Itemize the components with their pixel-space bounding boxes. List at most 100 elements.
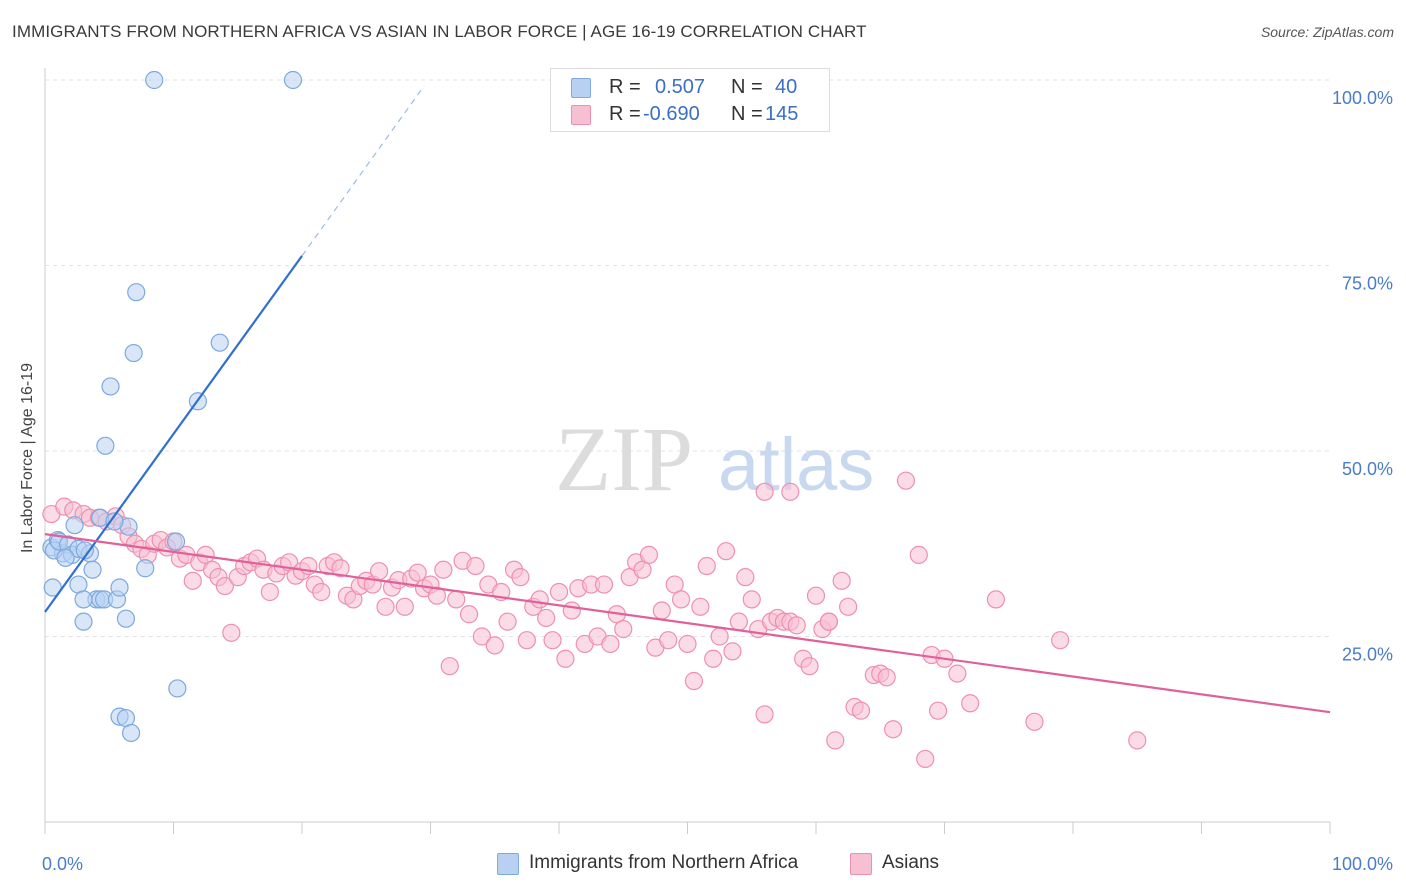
bottom-legend-label: Immigrants from Northern Africa (529, 852, 799, 873)
asian-point (556, 649, 575, 668)
asian-point (511, 568, 530, 587)
asian-point (691, 597, 710, 616)
asian-point (485, 636, 504, 655)
y-tick-label: 100.0% (1332, 88, 1393, 108)
axes (44, 68, 1331, 834)
asian-point (498, 612, 517, 631)
asian-point (826, 731, 845, 750)
asian-point (447, 590, 466, 609)
immigrant-point (43, 578, 62, 597)
immigrant-point (110, 578, 129, 597)
legend-swatch-blue (571, 78, 591, 98)
immigrant-point (56, 548, 75, 567)
legend-r-label: R = (609, 76, 641, 98)
asian-point (562, 601, 581, 620)
asian-point (755, 705, 774, 724)
asian-point (466, 556, 485, 576)
immigrant-point (124, 343, 143, 363)
gridlines (45, 79, 1330, 637)
asian-point (370, 562, 389, 581)
asian-point (549, 582, 569, 602)
immigrant-point (83, 560, 102, 579)
immigrants-trend-extension (301, 85, 425, 257)
asian-point (916, 749, 935, 769)
asian-point (961, 694, 980, 713)
y-tick-label: 75.0% (1342, 274, 1393, 294)
asian-point (1128, 731, 1147, 750)
asian-point (742, 590, 761, 609)
asian-point (459, 605, 479, 624)
legend-swatch-pink (571, 105, 591, 125)
asian-point (755, 482, 774, 501)
asian-point (260, 582, 279, 602)
x-tick-label: 0.0% (42, 854, 83, 874)
asian-point (331, 559, 350, 578)
asian-point (928, 701, 948, 720)
source-label: Source: ZipAtlas.com (1260, 24, 1394, 40)
legend-r-value: 0.507 (655, 76, 706, 98)
asian-point (678, 634, 697, 654)
asian-point (543, 631, 562, 650)
legend-r-value: -0.690 (643, 103, 700, 125)
x-tick-label: 100.0% (1332, 854, 1393, 874)
immigrant-point (116, 609, 136, 628)
asian-point (222, 623, 241, 642)
immigrants-trend-line (44, 255, 303, 613)
immigrant-point (283, 70, 303, 90)
asian-point (594, 575, 614, 594)
legend-n-value: 40 (775, 76, 798, 98)
bottom-legend-label: Asians (882, 852, 940, 873)
asian-point (723, 642, 742, 661)
asian-point (806, 586, 826, 605)
bottom-legend-swatch-pink (850, 853, 872, 875)
legend-r-label: R = (609, 103, 641, 125)
immigrant-point (127, 283, 146, 302)
immigrant-point (101, 377, 120, 396)
immigrant-point (210, 333, 229, 352)
asian-point (440, 657, 459, 676)
asian-point (183, 571, 202, 590)
immigrant-point (168, 679, 187, 698)
asian-point (614, 619, 633, 639)
asian-point (948, 664, 967, 683)
asian-point (601, 634, 620, 654)
watermark: ZIP atlas (555, 408, 874, 510)
asian-point (659, 631, 678, 650)
asian-point (736, 568, 755, 587)
asian-point (537, 608, 556, 628)
asian-point (986, 590, 1006, 609)
immigrant-point (65, 516, 84, 535)
asian-point (883, 720, 903, 739)
immigrants-points (42, 70, 303, 743)
asian-point (839, 597, 858, 616)
tick-labels: 25.0% 50.0% 75.0% 100.0% 0.0% 100.0% (42, 88, 1393, 874)
y-tick-label: 25.0% (1342, 645, 1393, 665)
asian-point (472, 627, 491, 646)
immigrant-point (74, 612, 93, 631)
asian-point (427, 586, 447, 605)
legend-n-label: N = (731, 76, 763, 98)
chart-title: IMMIGRANTS FROM NORTHERN AFRICA VS ASIAN… (12, 22, 867, 41)
asian-point (671, 590, 691, 609)
asian-point (704, 649, 723, 668)
asian-point (408, 563, 427, 582)
immigrant-point (121, 723, 141, 743)
immigrant-point (105, 512, 124, 531)
asian-point (851, 701, 871, 720)
legend-n-label: N = (731, 103, 763, 125)
asian-point (787, 616, 806, 635)
asian-point (395, 597, 414, 616)
asian-point (716, 542, 736, 561)
trend-lines (44, 85, 1331, 714)
immigrant-point (145, 70, 164, 90)
asian-point (832, 571, 851, 590)
asian-point (517, 631, 536, 650)
asian-point (312, 582, 331, 602)
asian-point (697, 556, 716, 576)
asian-point (729, 612, 749, 631)
immigrant-point (166, 532, 186, 551)
asian-point (1051, 631, 1070, 650)
asian-point (639, 545, 659, 564)
immigrant-point (74, 590, 93, 609)
